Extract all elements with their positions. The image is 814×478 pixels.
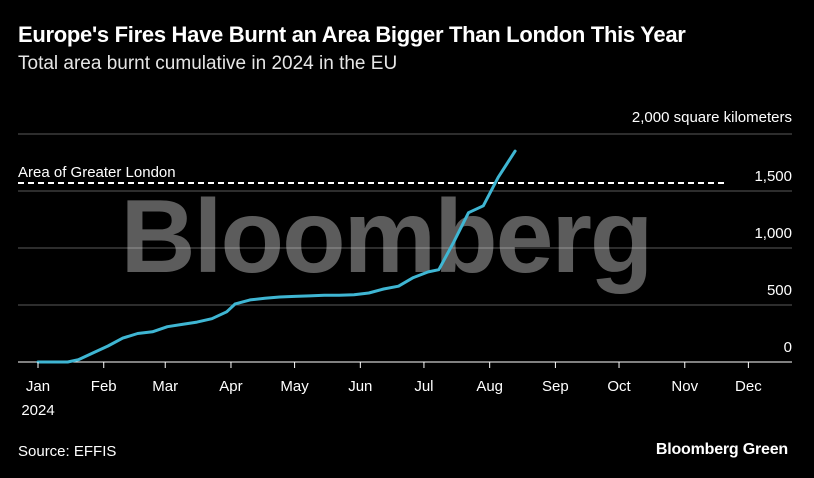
data-point	[482, 204, 485, 208]
data-point	[308, 294, 311, 298]
data-point	[225, 310, 228, 314]
x-tick-label: Jul	[414, 378, 433, 395]
source-note: Source: EFFIS	[18, 443, 117, 460]
data-point	[166, 325, 169, 328]
grid-layer	[18, 133, 792, 363]
data-point	[382, 287, 385, 291]
reference-line-label: Area of Greater London	[18, 164, 176, 181]
data-point	[367, 291, 371, 295]
data-point	[91, 351, 95, 355]
x-year-label: 2024	[21, 402, 54, 419]
series-layer	[36, 149, 517, 364]
x-tick-label: Mar	[152, 378, 178, 395]
data-point	[263, 296, 267, 300]
data-point	[121, 336, 125, 340]
data-point	[151, 330, 154, 333]
data-point	[278, 295, 281, 299]
bloomberg-watermark: Bloomberg	[121, 179, 652, 295]
y-tick-label: 500	[767, 282, 792, 299]
watermark-layer: Bloomberg	[121, 179, 654, 295]
axis-layer: 0 500 1,000 1,500 2,000 square kilometers Jan…	[21, 109, 792, 419]
data-point	[513, 149, 517, 153]
y-tick-label: 1,500	[754, 168, 792, 185]
x-tick-label: Dec	[735, 378, 762, 395]
data-point	[77, 358, 80, 361]
data-point	[106, 344, 110, 348]
data-point	[195, 320, 199, 324]
reference-layer: Area of Greater London	[18, 164, 728, 185]
x-tick-label: May	[280, 378, 309, 395]
data-point	[293, 295, 296, 298]
data-point	[412, 276, 415, 279]
data-point	[180, 323, 184, 326]
brand-logo: Bloomberg Green	[655, 441, 788, 458]
data-point	[437, 268, 440, 271]
data-point	[248, 298, 252, 302]
data-point	[66, 360, 69, 364]
data-point	[467, 211, 470, 214]
y-tick-label: 0	[784, 339, 792, 356]
chart-subtitle: Total area burnt cumulative in 2024 in t…	[18, 53, 398, 74]
data-point	[496, 176, 500, 179]
x-tick-label: Jan	[26, 378, 50, 395]
x-tick-label: Feb	[91, 378, 117, 395]
x-tick-label: Aug	[476, 378, 503, 395]
data-point	[337, 294, 341, 297]
data-point	[136, 332, 139, 335]
data-point	[234, 302, 237, 306]
x-tick-label: Jun	[348, 378, 372, 395]
x-tick-label: Apr	[219, 378, 242, 395]
data-point	[397, 284, 400, 288]
y-unit-label: 2,000 square kilometers	[632, 109, 792, 126]
data-point	[452, 241, 455, 244]
data-point	[352, 293, 356, 296]
data-point	[210, 317, 214, 320]
data-point	[323, 294, 326, 297]
data-point	[426, 270, 430, 274]
x-tick-label: Sep	[542, 378, 569, 395]
x-tick-label: Nov	[671, 378, 698, 395]
y-tick-label: 1,000	[754, 225, 792, 242]
chart-title: Europe's Fires Have Burnt an Area Bigger…	[18, 22, 686, 47]
x-tick-label: Oct	[607, 378, 631, 395]
